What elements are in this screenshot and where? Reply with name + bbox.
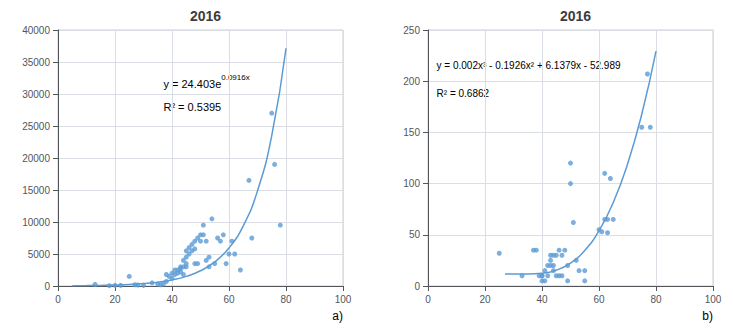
svg-text:2016: 2016 — [190, 8, 221, 24]
svg-text:a): a) — [332, 309, 343, 323]
svg-text:100: 100 — [335, 294, 352, 305]
svg-text:R² = 0.6862: R² = 0.6862 — [437, 88, 490, 99]
svg-text:0: 0 — [44, 281, 50, 292]
svg-text:b): b) — [702, 309, 713, 323]
svg-text:2016: 2016 — [560, 8, 591, 24]
svg-text:10000: 10000 — [22, 217, 50, 228]
svg-text:y = 0.002x³ - 0.1926x² + 6.137: y = 0.002x³ - 0.1926x² + 6.1379x - 52.98… — [437, 60, 621, 71]
svg-text:0: 0 — [425, 294, 431, 305]
svg-text:60: 60 — [223, 294, 235, 305]
svg-text:150: 150 — [403, 127, 420, 138]
svg-text:50: 50 — [409, 229, 421, 240]
svg-text:0: 0 — [55, 294, 61, 305]
svg-text:0: 0 — [414, 281, 420, 292]
svg-text:20: 20 — [109, 294, 121, 305]
svg-text:25000: 25000 — [22, 121, 50, 132]
svg-text:20: 20 — [479, 294, 491, 305]
svg-text:250: 250 — [403, 25, 420, 36]
svg-text:40000: 40000 — [22, 25, 50, 36]
svg-text:20000: 20000 — [22, 153, 50, 164]
svg-text:y = 24.403e: y = 24.403e — [163, 78, 222, 90]
svg-text:60: 60 — [593, 294, 605, 305]
svg-text:30000: 30000 — [22, 89, 50, 100]
svg-text:80: 80 — [280, 294, 292, 305]
svg-text:0.0916x: 0.0916x — [221, 73, 249, 82]
svg-text:40: 40 — [536, 294, 548, 305]
svg-text:40: 40 — [166, 294, 178, 305]
svg-text:5000: 5000 — [28, 249, 51, 260]
svg-text:R² = 0.5395: R² = 0.5395 — [163, 101, 222, 114]
svg-text:80: 80 — [650, 294, 662, 305]
svg-text:35000: 35000 — [22, 57, 50, 68]
svg-text:100: 100 — [705, 294, 722, 305]
svg-text:200: 200 — [403, 76, 420, 87]
svg-text:15000: 15000 — [22, 185, 50, 196]
svg-text:100: 100 — [403, 178, 420, 189]
